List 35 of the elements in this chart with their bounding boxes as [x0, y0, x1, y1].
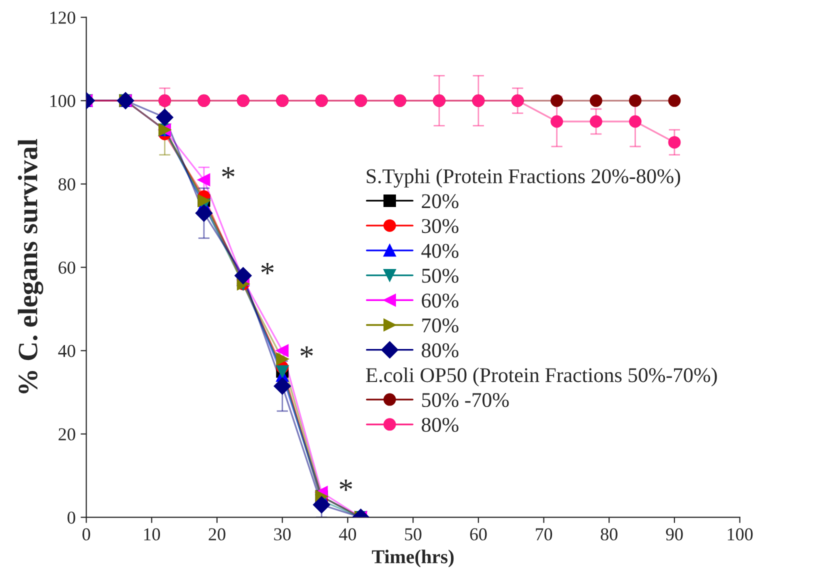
legend-title: S.Typhi (Protein Fractions 20%-80%)	[366, 168, 680, 188]
annotation: *	[222, 167, 234, 178]
x-tick-label: 50	[405, 528, 422, 540]
legend-label: 30%	[422, 219, 458, 234]
legend-label: 60%	[422, 294, 458, 308]
y-tick-label: 40	[58, 344, 76, 358]
x-tick-label: 90	[666, 528, 683, 540]
y-tick-label: 20	[58, 428, 76, 440]
x-tick-label: 80	[600, 528, 618, 540]
legend-label: 80%	[422, 418, 458, 432]
legend-label: 80%	[422, 343, 458, 358]
annotation: *	[340, 480, 352, 491]
y-tick-label: 0	[68, 512, 76, 524]
x-tick-label: 60	[470, 528, 487, 540]
x-tick-label: 20	[208, 528, 226, 540]
x-tick-label: 100	[728, 528, 753, 540]
y-tick-label: 80	[58, 178, 76, 190]
y-tick-label: 60	[58, 262, 76, 274]
y-tick-label: 100	[50, 94, 76, 108]
x-tick-label: 30	[274, 528, 291, 540]
x-tick-label: 0	[82, 528, 90, 540]
x-axis-title: Time(hrs)	[372, 550, 454, 568]
x-tick-label: 70	[536, 528, 552, 540]
legend-label: 50% -70%	[422, 392, 509, 408]
legend-label: 70%	[422, 318, 458, 333]
y-tick-label: 120	[50, 12, 76, 24]
annotation: *	[300, 346, 313, 358]
y-axis-title: % C. elegans survival	[18, 138, 44, 394]
annotation: E.coli OP50 (Protein Fractions 50%-70%)	[366, 368, 717, 386]
x-tick-label: 10	[144, 528, 160, 540]
x-tick-label: 40	[339, 528, 356, 540]
legend-label: 40%	[421, 244, 458, 258]
legend-label: 50%	[422, 268, 458, 283]
annotation: *	[261, 262, 274, 274]
legend-label: 20%	[422, 194, 458, 208]
